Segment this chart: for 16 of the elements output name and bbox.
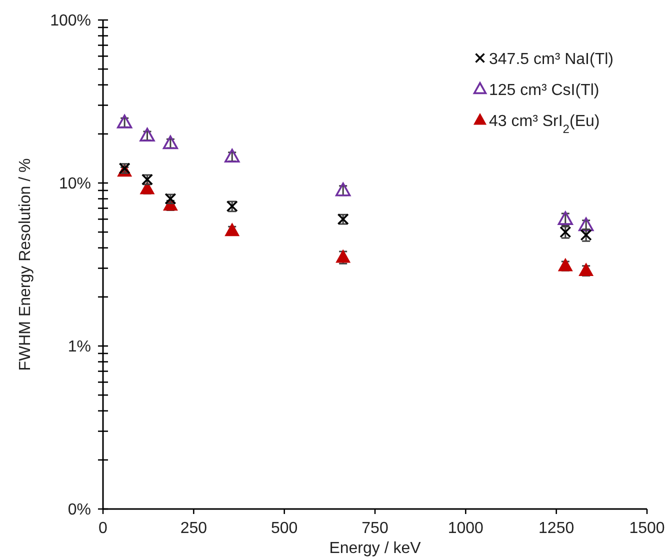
x-tick-label: 750	[362, 520, 388, 537]
x-tick-label: 0	[98, 520, 108, 537]
y-axis-title: FWHM Energy Resolution / %	[17, 158, 34, 371]
x-tick-label: 1250	[538, 520, 574, 537]
legend-label: 43 cm³ SrI$_{2}$(Eu)	[489, 113, 600, 136]
y-tick-label: 0%	[68, 502, 91, 519]
x-tick-label: 500	[270, 520, 298, 537]
x-axis-title: Energy / keV	[329, 540, 422, 557]
legend-label: 125 cm³ CsI(Tl)	[489, 82, 600, 99]
x-tick-label: 1500	[629, 520, 665, 537]
y-tick-label: 100%	[50, 12, 91, 30]
legend-label: 347.5 cm³ NaI(Tl)	[489, 51, 614, 68]
x-tick-label: 250	[180, 520, 208, 537]
y-tick-label: 10%	[58, 176, 91, 193]
x-tick-label: 1000	[448, 520, 484, 537]
y-tick-label: 1%	[68, 338, 91, 356]
